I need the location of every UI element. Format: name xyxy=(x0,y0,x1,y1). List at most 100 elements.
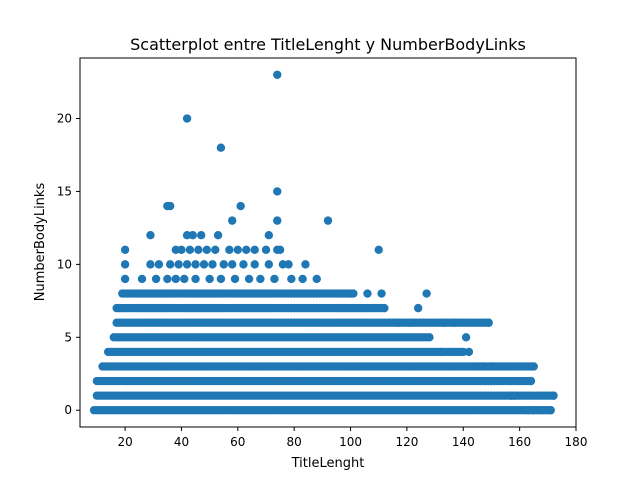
data-point xyxy=(180,274,189,284)
data-point xyxy=(447,347,457,357)
data-point xyxy=(270,274,279,284)
data-point xyxy=(529,362,538,371)
data-point xyxy=(394,318,403,327)
x-tick-label: 160 xyxy=(508,435,531,449)
x-tick-label: 60 xyxy=(230,435,245,449)
data-point xyxy=(537,406,547,415)
data-point xyxy=(529,406,538,415)
data-point xyxy=(120,260,130,269)
x-tick-label: 140 xyxy=(452,435,475,449)
data-point xyxy=(264,260,274,269)
data-point xyxy=(188,231,197,240)
data-point xyxy=(273,187,282,196)
data-point xyxy=(275,245,285,254)
data-point xyxy=(199,260,209,269)
data-point xyxy=(194,245,203,254)
x-tick-label: 180 xyxy=(565,435,588,449)
data-point xyxy=(256,274,265,284)
data-point xyxy=(526,376,536,386)
data-point xyxy=(191,260,200,269)
data-point xyxy=(301,260,310,269)
data-point xyxy=(461,333,471,342)
x-tick-label: 120 xyxy=(395,435,418,449)
data-point xyxy=(377,289,386,298)
y-axis-label: NumberBodyLinks xyxy=(33,183,48,302)
data-point xyxy=(509,391,519,400)
data-points xyxy=(89,70,558,415)
y-tick-label: 10 xyxy=(57,257,72,271)
data-point xyxy=(549,391,558,400)
data-point xyxy=(236,201,245,211)
data-point xyxy=(380,303,389,313)
data-point xyxy=(439,318,448,327)
data-point xyxy=(374,245,383,254)
data-point xyxy=(349,289,358,298)
data-point xyxy=(273,216,282,225)
y-tick-label: 20 xyxy=(57,112,72,126)
data-point xyxy=(225,245,234,254)
data-point xyxy=(216,274,226,284)
data-point xyxy=(487,362,496,371)
data-point xyxy=(244,274,254,284)
data-point xyxy=(470,362,479,371)
data-point xyxy=(182,260,192,269)
y-tick-label: 15 xyxy=(57,184,72,198)
data-point xyxy=(422,289,431,298)
data-point xyxy=(464,347,474,357)
x-tick-label: 20 xyxy=(117,435,132,449)
data-point xyxy=(154,260,164,269)
data-point xyxy=(185,245,195,254)
data-point xyxy=(216,143,226,152)
data-point xyxy=(233,245,243,254)
data-point xyxy=(450,318,460,327)
data-point xyxy=(146,231,155,240)
data-point xyxy=(487,376,496,386)
x-axis-ticks: 20 40 60 80 100 120 140 160 180 xyxy=(117,427,587,449)
data-point xyxy=(177,245,186,254)
x-tick-label: 80 xyxy=(287,435,302,449)
data-point xyxy=(120,245,130,254)
data-point xyxy=(264,231,274,240)
data-point xyxy=(261,245,271,254)
data-point xyxy=(151,274,161,284)
data-point xyxy=(165,201,175,211)
chart-title: Scatterplot entre TitleLenght y NumberBo… xyxy=(130,35,526,54)
data-point xyxy=(250,260,259,269)
data-point xyxy=(211,245,220,254)
data-point xyxy=(250,245,259,254)
data-point xyxy=(405,318,414,327)
data-point xyxy=(546,406,555,415)
data-point xyxy=(239,260,248,269)
x-tick-label: 40 xyxy=(174,435,189,449)
data-point xyxy=(284,260,293,269)
data-point xyxy=(165,260,175,269)
data-point xyxy=(363,289,372,298)
y-tick-label: 5 xyxy=(64,330,72,344)
data-point xyxy=(163,274,172,284)
data-point xyxy=(227,260,237,269)
data-point xyxy=(191,274,200,284)
data-point xyxy=(227,216,237,225)
data-point xyxy=(182,114,192,123)
data-point xyxy=(230,274,240,284)
y-tick-label: 0 xyxy=(64,403,72,417)
data-point xyxy=(137,274,147,284)
data-point xyxy=(196,231,206,240)
x-tick-label: 100 xyxy=(339,435,362,449)
data-point xyxy=(436,347,445,357)
data-point xyxy=(478,362,488,371)
data-point xyxy=(413,303,423,313)
data-point xyxy=(146,260,155,269)
data-point xyxy=(120,274,130,284)
data-point xyxy=(171,274,181,284)
data-point xyxy=(205,274,214,284)
data-point xyxy=(312,274,321,284)
data-point xyxy=(219,260,228,269)
x-axis-label: TitleLenght xyxy=(291,456,365,471)
data-point xyxy=(273,70,282,79)
data-point xyxy=(174,260,183,269)
data-point xyxy=(208,260,217,269)
data-point xyxy=(484,318,493,327)
plot-frame xyxy=(79,57,577,428)
